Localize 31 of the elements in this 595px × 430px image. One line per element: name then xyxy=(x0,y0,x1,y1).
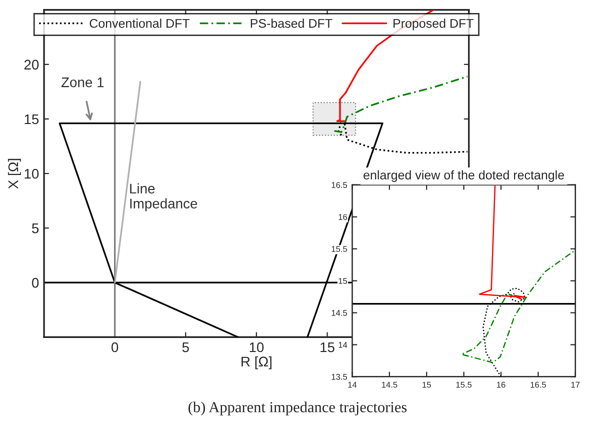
y-tick-label: 15 xyxy=(24,114,39,124)
y-tick-label: 5 xyxy=(32,224,39,234)
x-tick-label: 17 xyxy=(571,382,580,388)
y-tick-label: 14.5 xyxy=(332,310,348,316)
y-axis-title: X [Ω] xyxy=(8,158,21,189)
y-tick-label: 0 xyxy=(32,278,39,288)
x-tick-label: 14 xyxy=(348,382,357,388)
x-tick-label: 16 xyxy=(496,382,506,388)
x-tick-label: 15 xyxy=(422,382,431,388)
x-tick-label: 14.5 xyxy=(382,382,398,388)
annotation: Zone 1 xyxy=(61,78,104,88)
y-tick-label: 15 xyxy=(338,278,348,284)
y-tick-label: 15.5 xyxy=(332,246,348,252)
legend-label: Conventional DFT xyxy=(90,18,190,28)
y-tick-label: 10 xyxy=(24,168,39,179)
text: (b) Apparent impedance trajectories xyxy=(188,402,407,416)
x-axis-title: R [Ω] xyxy=(242,356,272,370)
x-tick-label: 10 xyxy=(250,342,264,352)
legend-label: Proposed DFT xyxy=(394,18,474,30)
x-tick-label: 15 xyxy=(320,342,334,352)
y-tick-label: 20 xyxy=(24,60,39,70)
y-tick-label: 16.5 xyxy=(332,182,348,188)
legend-label: PS-based DFT xyxy=(250,18,332,28)
chart-title: enlarged view of the doted rectangle xyxy=(364,170,564,182)
annotation: Line Impedance xyxy=(130,183,198,212)
x-tick-label: 0 xyxy=(112,342,118,352)
x-tick-label: 15.5 xyxy=(456,382,472,388)
y-tick-label: 13.5 xyxy=(332,374,348,380)
y-tick-label: 16 xyxy=(338,214,348,220)
x-tick-label: 5 xyxy=(182,342,189,352)
x-tick-label: 16.5 xyxy=(530,382,546,388)
